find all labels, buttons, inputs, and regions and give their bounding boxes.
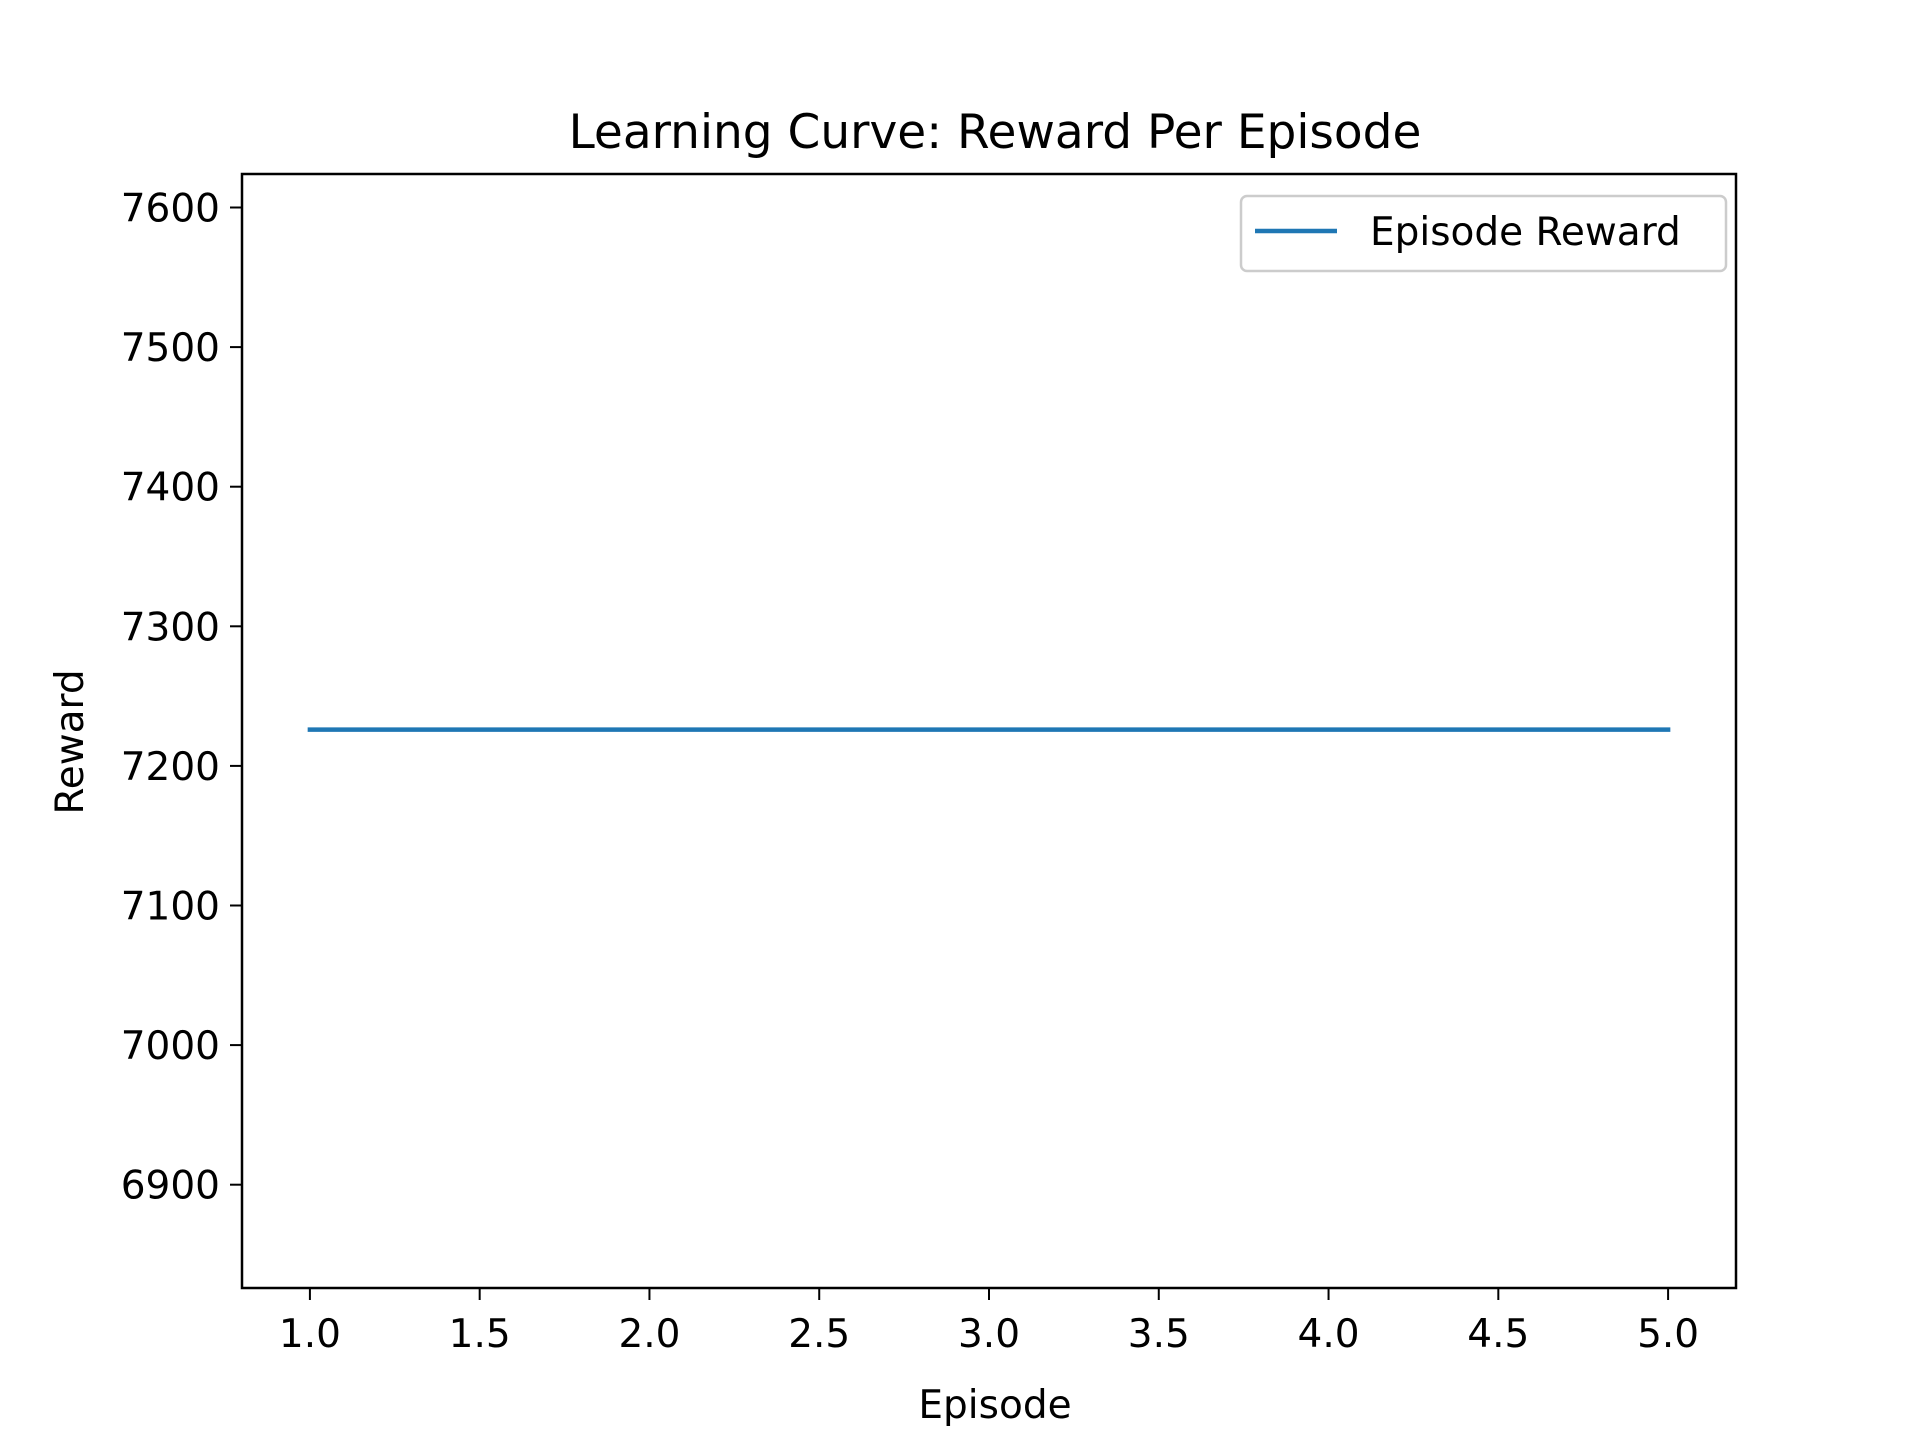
y-tick-label: 7600 bbox=[121, 187, 220, 232]
y-tick-label: 7200 bbox=[121, 745, 220, 790]
y-axis-label: Reward bbox=[48, 669, 93, 814]
x-tick-label: 1.0 bbox=[279, 1312, 341, 1357]
x-tick-label: 2.0 bbox=[618, 1312, 680, 1357]
x-tick-label: 3.0 bbox=[958, 1312, 1020, 1357]
y-tick-label: 7400 bbox=[121, 466, 220, 511]
chart-title: Learning Curve: Reward Per Episode bbox=[569, 105, 1422, 160]
x-axis-ticks: 1.0 1.5 2.0 2.5 3.0 3.5 4.0 4.5 5.0 bbox=[279, 1288, 1699, 1357]
x-tick-label: 3.5 bbox=[1128, 1312, 1190, 1357]
y-axis-ticks: 6900 7000 7100 7200 7300 7400 7500 7600 bbox=[121, 187, 242, 1209]
x-tick-label: 5.0 bbox=[1637, 1312, 1699, 1357]
plot-frame bbox=[240, 172, 1738, 1290]
legend-label-episode-reward: Episode Reward bbox=[1370, 210, 1681, 255]
y-tick-label: 7000 bbox=[121, 1024, 220, 1069]
x-tick-label: 1.5 bbox=[449, 1312, 511, 1357]
x-axis-label: Episode bbox=[918, 1383, 1071, 1428]
x-tick-label: 4.0 bbox=[1298, 1312, 1360, 1357]
y-tick-label: 7500 bbox=[121, 326, 220, 371]
y-tick-label: 7300 bbox=[121, 605, 220, 650]
x-tick-label: 4.5 bbox=[1467, 1312, 1529, 1357]
y-tick-label: 6900 bbox=[121, 1164, 220, 1209]
y-tick-label: 7100 bbox=[121, 884, 220, 929]
x-tick-label: 2.5 bbox=[788, 1312, 850, 1357]
legend: Episode Reward bbox=[1239, 194, 1728, 273]
legend-box bbox=[1239, 194, 1728, 273]
